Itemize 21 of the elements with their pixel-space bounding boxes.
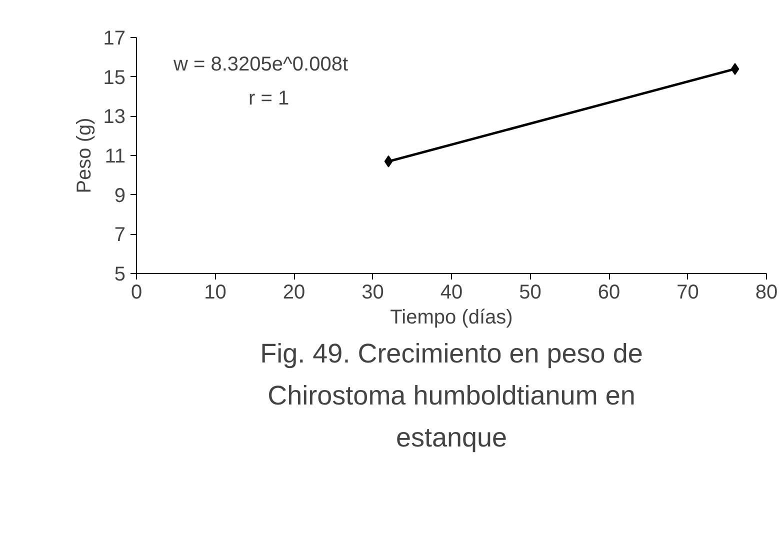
y-tick-label: 17 (103, 28, 126, 50)
annotation: r = 1 (248, 88, 290, 110)
x-tick-label: 70 (676, 282, 699, 304)
caption: Fig. 49. Crecimiento en peso de Chirostoma humboldtianum en estanque (260, 338, 643, 452)
y-tick-label: 9 (114, 184, 126, 207)
y-tick-label: 5 (114, 264, 126, 286)
annotation: w = 8.3205e^0.008t (172, 54, 348, 76)
y-axis-title: Peso (g) (73, 118, 96, 194)
x-tick-label: 40 (440, 282, 463, 304)
x-tick-label: 50 (519, 282, 542, 304)
x-tick-label: 60 (598, 282, 620, 304)
x-axis-title: Tiempo (días) (390, 306, 513, 328)
x-tick-label: 80 (755, 282, 778, 304)
y-tick-label: 15 (103, 66, 126, 89)
x-tick-label: 30 (362, 282, 384, 304)
x-tick-label: 0 (130, 282, 142, 304)
y-tick-label: 11 (104, 146, 126, 168)
x-tick-label: 20 (282, 282, 306, 304)
y-tick-label: 7 (114, 224, 126, 246)
x-tick-label: 10 (204, 282, 226, 304)
y-tick-label: 13 (103, 106, 126, 128)
